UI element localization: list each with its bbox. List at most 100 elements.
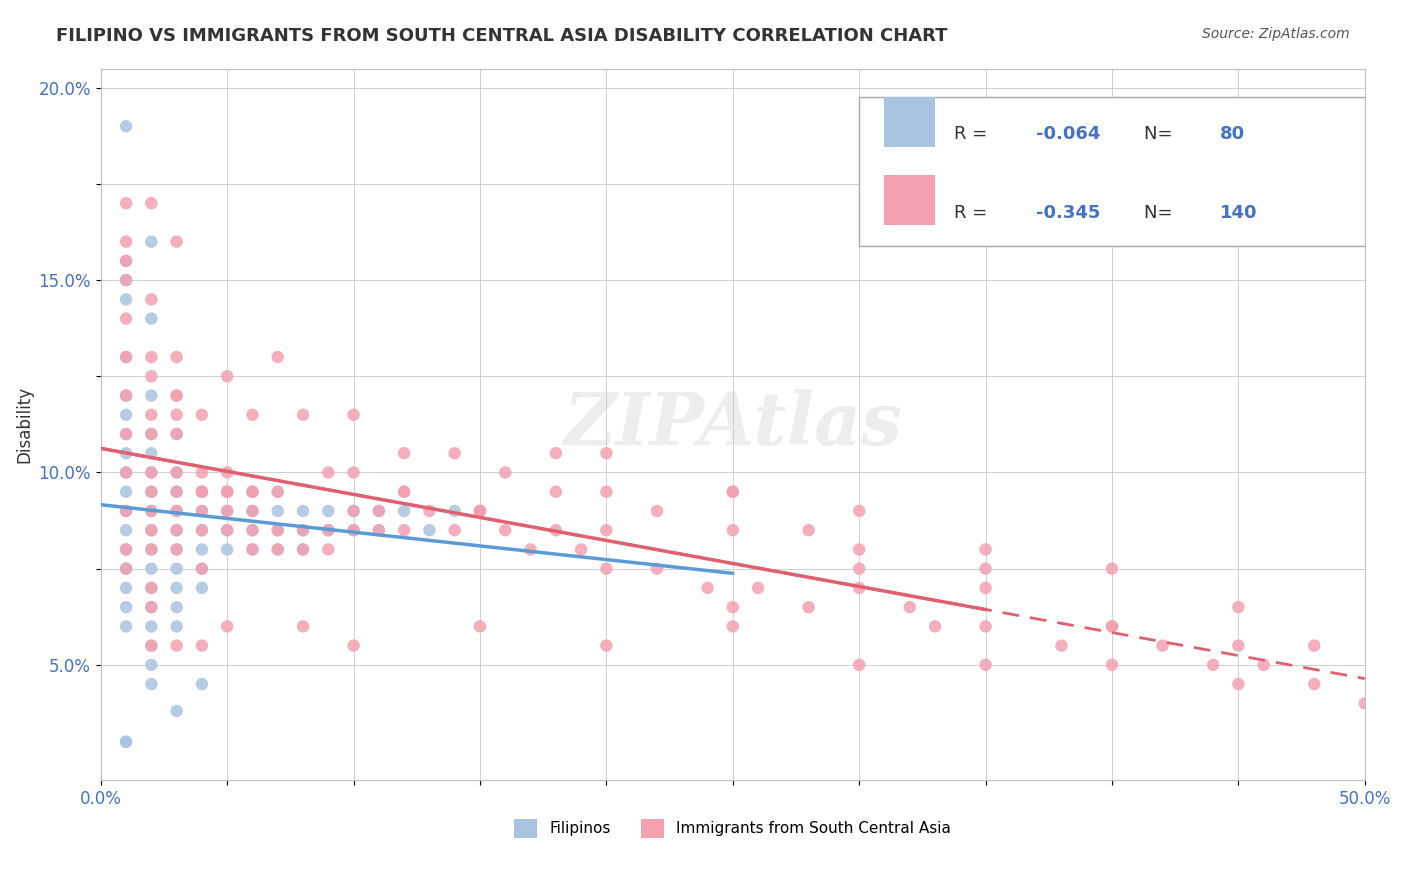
- Point: [141, 446, 163, 460]
- Point: [115, 120, 138, 134]
- Point: [141, 235, 163, 249]
- Point: [721, 484, 744, 499]
- Point: [141, 484, 163, 499]
- Point: [392, 484, 415, 499]
- Text: 80: 80: [1219, 126, 1244, 144]
- Text: -0.345: -0.345: [1036, 203, 1101, 222]
- Point: [292, 542, 315, 557]
- Point: [468, 504, 491, 518]
- Point: [392, 523, 415, 537]
- Point: [924, 619, 946, 633]
- Point: [595, 446, 617, 460]
- Bar: [884, 176, 935, 225]
- Point: [141, 466, 163, 480]
- Point: [318, 466, 340, 480]
- Point: [141, 562, 163, 576]
- Point: [141, 639, 163, 653]
- Point: [141, 196, 163, 211]
- Point: [721, 523, 744, 537]
- Point: [848, 581, 870, 595]
- Point: [1101, 619, 1123, 633]
- Point: [292, 542, 315, 557]
- Point: [217, 619, 239, 633]
- Point: [468, 504, 491, 518]
- Point: [141, 504, 163, 518]
- Point: [141, 523, 163, 537]
- Point: [1253, 657, 1275, 672]
- Point: [242, 504, 264, 518]
- Text: R =: R =: [955, 126, 993, 144]
- Point: [494, 523, 516, 537]
- Point: [191, 504, 214, 518]
- Point: [721, 600, 744, 615]
- Point: [166, 704, 188, 718]
- Point: [141, 427, 163, 442]
- Point: [1202, 657, 1225, 672]
- Point: [392, 484, 415, 499]
- Point: [468, 504, 491, 518]
- Point: [115, 388, 138, 402]
- Point: [191, 523, 214, 537]
- Point: [342, 504, 364, 518]
- Point: [166, 504, 188, 518]
- Point: [318, 504, 340, 518]
- Point: [115, 408, 138, 422]
- Point: [115, 581, 138, 595]
- Point: [115, 504, 138, 518]
- Point: [191, 408, 214, 422]
- Bar: [884, 97, 935, 147]
- Point: [267, 484, 290, 499]
- Point: [418, 523, 440, 537]
- Point: [141, 542, 163, 557]
- Point: [217, 484, 239, 499]
- Point: [115, 562, 138, 576]
- Point: [1101, 657, 1123, 672]
- Point: [115, 466, 138, 480]
- Point: [974, 562, 997, 576]
- Point: [1227, 639, 1250, 653]
- Point: [242, 542, 264, 557]
- Point: [166, 484, 188, 499]
- Point: [696, 581, 718, 595]
- Point: [242, 523, 264, 537]
- Point: [494, 466, 516, 480]
- Point: [141, 350, 163, 364]
- Point: [141, 581, 163, 595]
- Point: [267, 523, 290, 537]
- Point: [166, 484, 188, 499]
- Text: R =: R =: [955, 203, 993, 222]
- Point: [191, 562, 214, 576]
- Point: [443, 523, 465, 537]
- Point: [166, 581, 188, 595]
- Point: [166, 504, 188, 518]
- Point: [141, 408, 163, 422]
- Point: [267, 523, 290, 537]
- Point: [595, 562, 617, 576]
- Point: [797, 600, 820, 615]
- Point: [141, 600, 163, 615]
- Point: [974, 657, 997, 672]
- Point: [292, 619, 315, 633]
- Point: [392, 504, 415, 518]
- Point: [141, 427, 163, 442]
- Point: [115, 600, 138, 615]
- Point: [367, 523, 389, 537]
- Point: [267, 504, 290, 518]
- Point: [191, 523, 214, 537]
- Point: [191, 504, 214, 518]
- Point: [141, 581, 163, 595]
- Point: [191, 484, 214, 499]
- Point: [392, 446, 415, 460]
- Point: [318, 523, 340, 537]
- Point: [242, 484, 264, 499]
- Point: [443, 446, 465, 460]
- Point: [115, 562, 138, 576]
- Point: [367, 504, 389, 518]
- Point: [342, 408, 364, 422]
- Point: [115, 427, 138, 442]
- Point: [443, 504, 465, 518]
- Point: [141, 311, 163, 326]
- Point: [115, 446, 138, 460]
- Point: [1227, 600, 1250, 615]
- Point: [141, 600, 163, 615]
